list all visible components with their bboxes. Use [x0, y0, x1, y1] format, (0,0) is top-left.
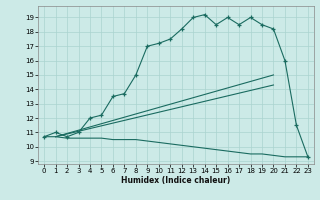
X-axis label: Humidex (Indice chaleur): Humidex (Indice chaleur)	[121, 176, 231, 185]
